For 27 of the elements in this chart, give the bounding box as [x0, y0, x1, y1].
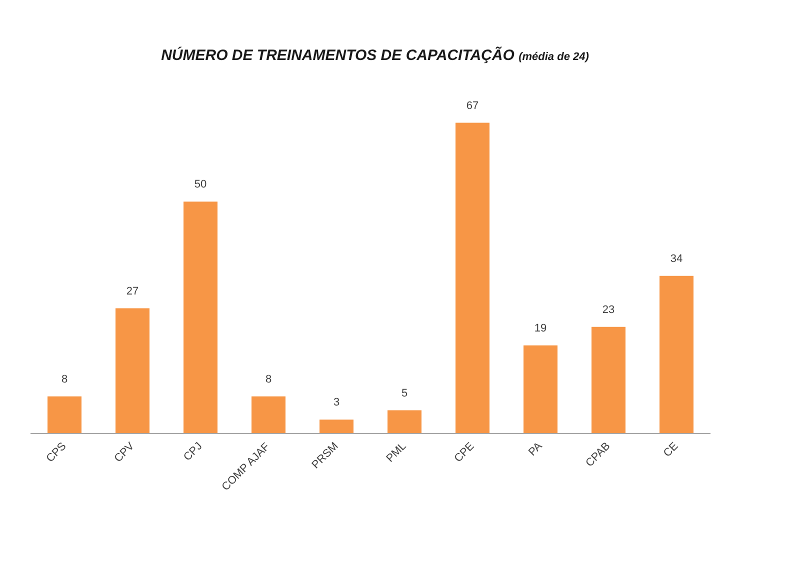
- x-tick-label: CE: [661, 440, 681, 460]
- data-label: 8: [265, 373, 272, 386]
- chart-title: NÚMERO DE TREINAMENTOS DE CAPACITAÇÃO: [161, 47, 514, 64]
- bar: [388, 410, 422, 434]
- bar: [252, 396, 286, 434]
- bar: [48, 396, 82, 434]
- x-tick-label: PA: [526, 440, 546, 459]
- data-label: 19: [534, 322, 547, 334]
- data-label: 8: [61, 373, 68, 386]
- bar: [116, 308, 150, 434]
- data-label: 67: [466, 100, 479, 112]
- chart-subtitle: (média de 24): [518, 51, 589, 63]
- x-tick-label: CPS: [44, 440, 69, 465]
- data-label: 27: [126, 285, 139, 298]
- bar: [320, 420, 354, 434]
- bar: [456, 122, 490, 434]
- x-tick-label: PML: [384, 440, 409, 465]
- data-label: 50: [194, 178, 207, 191]
- bar: [184, 202, 218, 434]
- data-label: 3: [333, 396, 340, 409]
- x-tick-label: CPJ: [182, 440, 205, 464]
- data-label: 23: [602, 304, 615, 316]
- bar: [524, 345, 558, 434]
- bar: [592, 326, 626, 434]
- bar: [660, 276, 694, 434]
- data-label: 5: [401, 387, 408, 400]
- data-label: 34: [670, 252, 683, 265]
